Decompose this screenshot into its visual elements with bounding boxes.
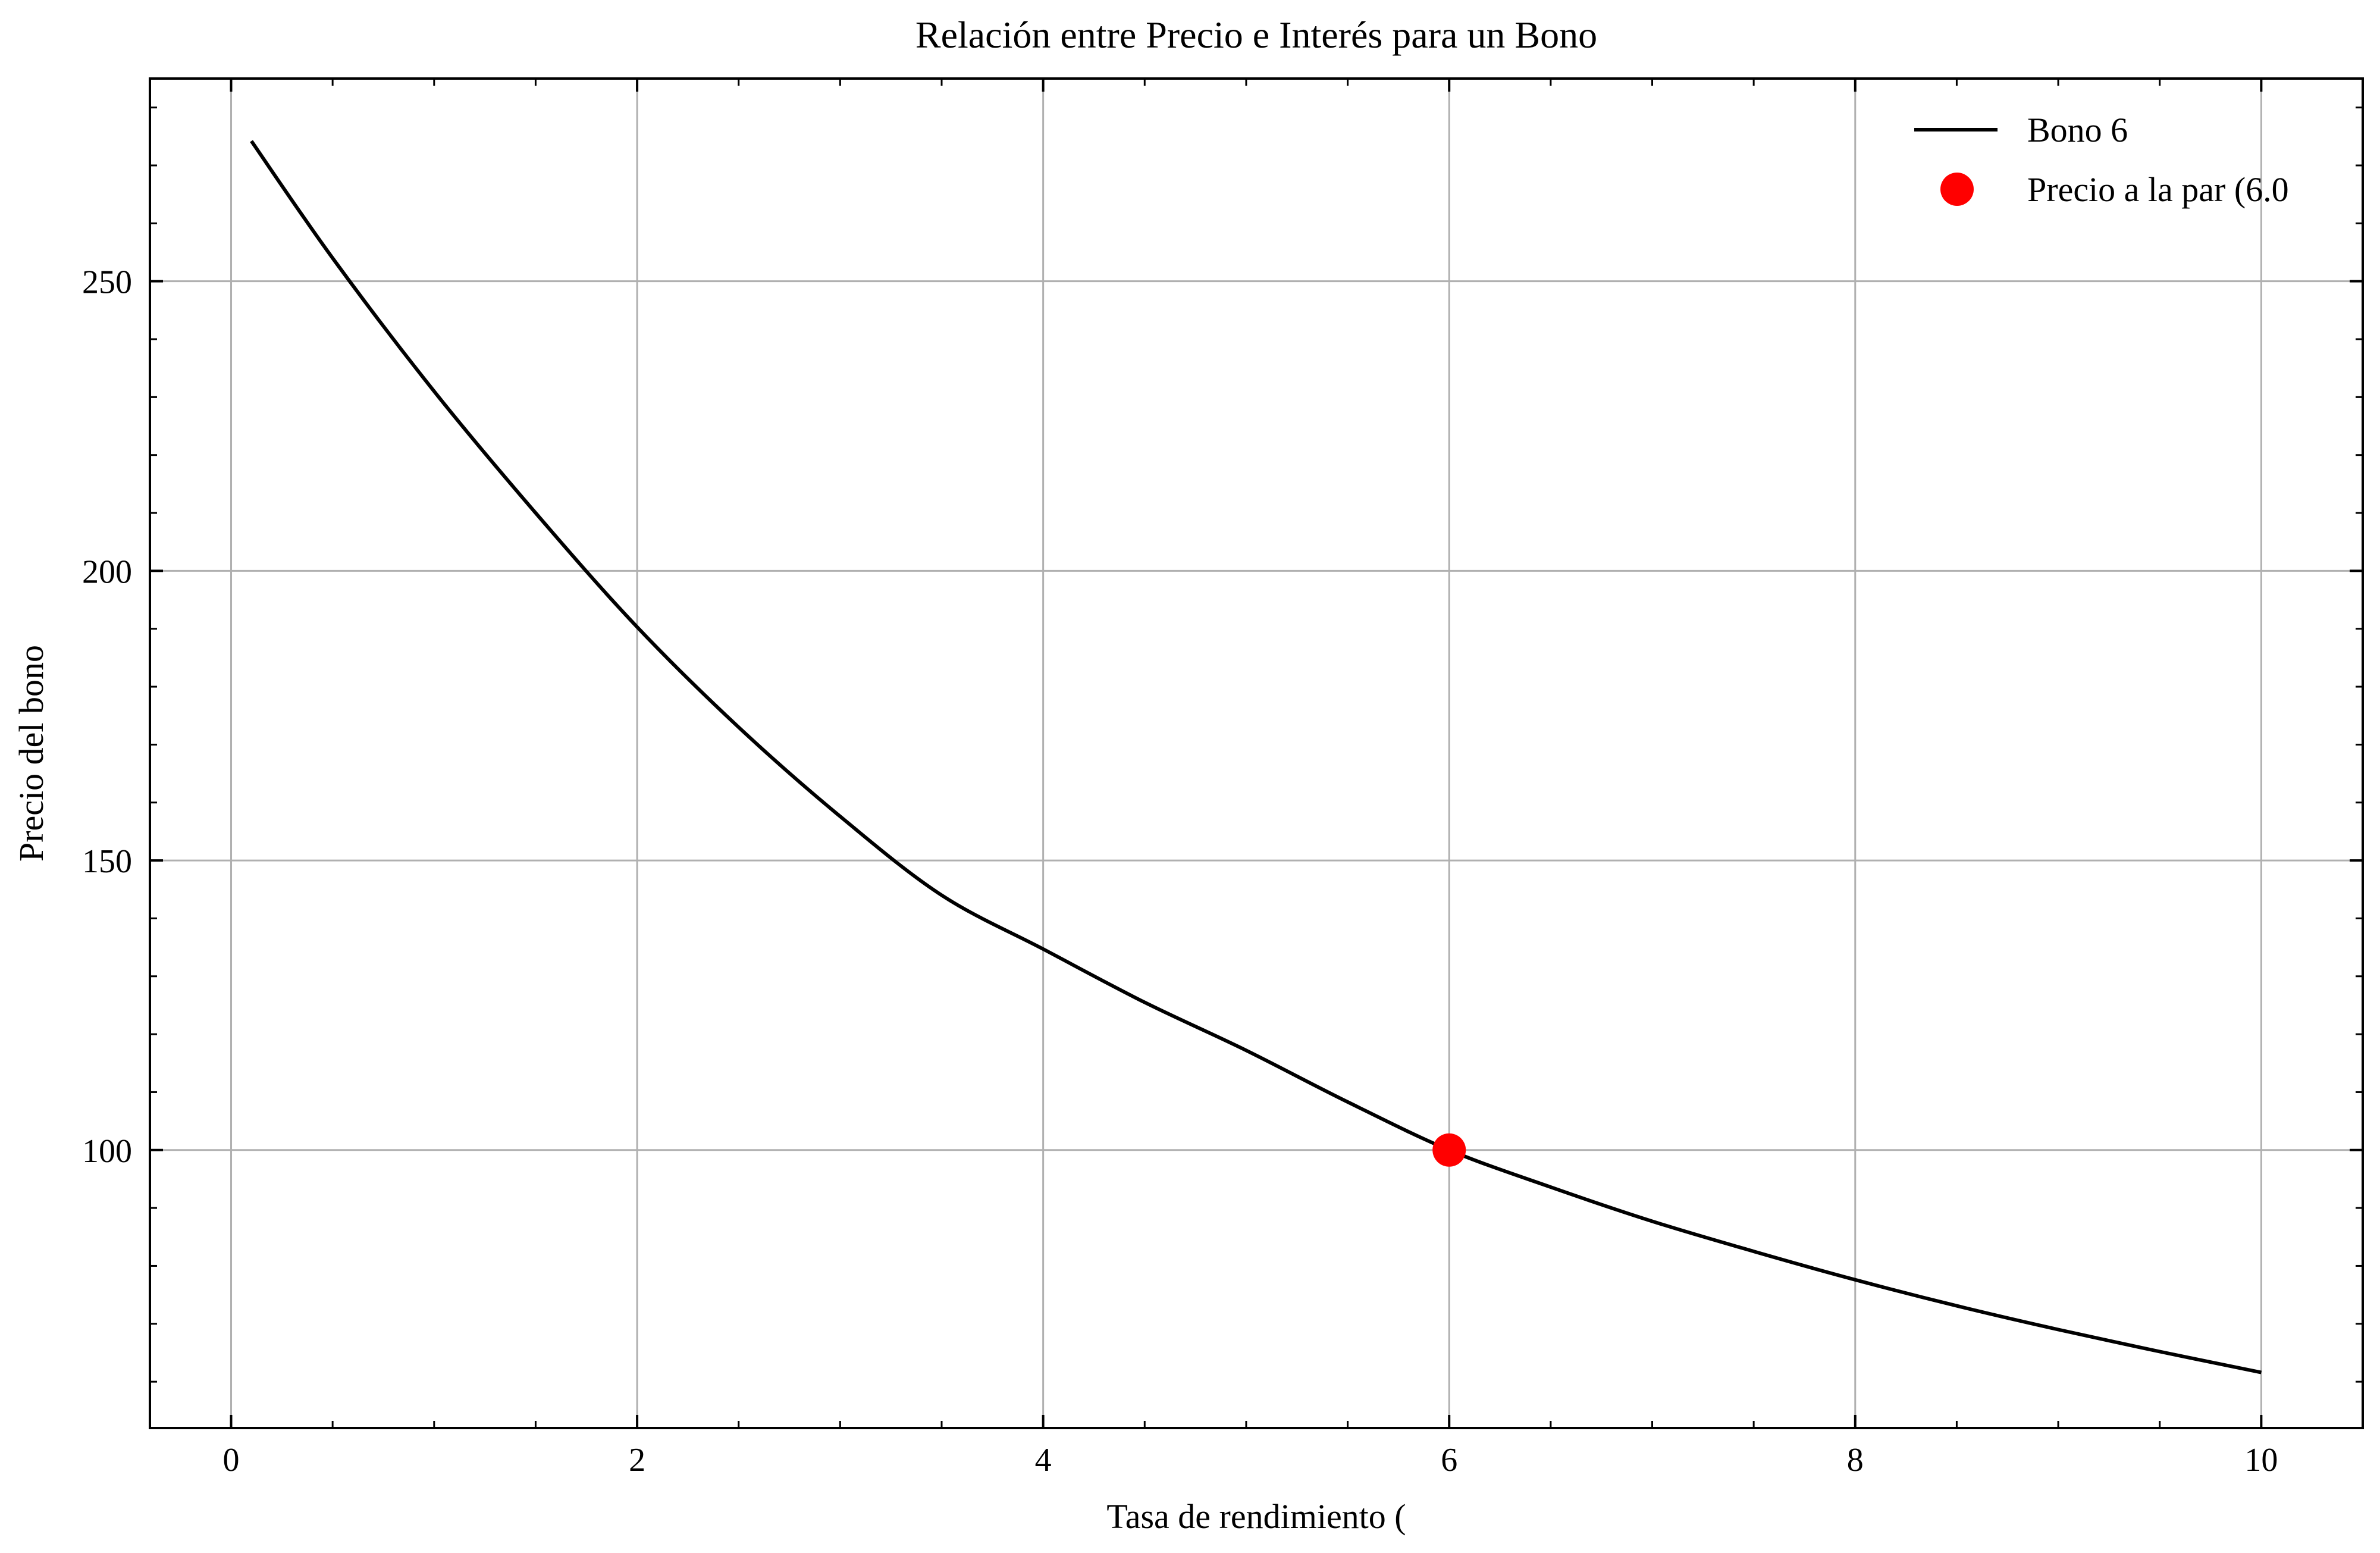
series-line-bono-6 xyxy=(250,140,2262,1374)
y-axis-label: Precio del bono xyxy=(12,645,51,862)
grid xyxy=(150,79,2363,1428)
x-tick-label: 10 xyxy=(2244,1442,2278,1479)
axes-frame xyxy=(149,77,2364,1429)
x-tick-label: 0 xyxy=(223,1442,240,1479)
x-tick-label: 4 xyxy=(1035,1442,1052,1479)
legend-entry-marker: Precio a la par (6.0 xyxy=(2027,170,2289,209)
axis-ticks: 0 2 4 6 8 10 100 150 200 250 xyxy=(82,79,2363,1479)
legend-entry-line: Bono 6 xyxy=(2027,111,2128,149)
x-tick-label: 8 xyxy=(1847,1442,1864,1479)
plot-area xyxy=(250,140,2262,1374)
legend-marker-swatch xyxy=(1940,173,1974,206)
y-tick-label: 250 xyxy=(82,264,132,301)
y-tick-label: 100 xyxy=(82,1133,132,1170)
y-tick-label: 150 xyxy=(82,843,132,880)
legend: Bono 6 Precio a la par (6.0 xyxy=(1914,111,2289,209)
x-tick-label: 6 xyxy=(1441,1442,1457,1479)
chart-title: Relación entre Precio e Interés para un … xyxy=(915,14,1597,56)
x-tick-label: 2 xyxy=(629,1442,645,1479)
y-tick-label: 200 xyxy=(82,553,132,590)
par-price-point xyxy=(1432,1133,1466,1167)
x-axis-label: Tasa de rendimiento ( xyxy=(1106,1497,1406,1536)
